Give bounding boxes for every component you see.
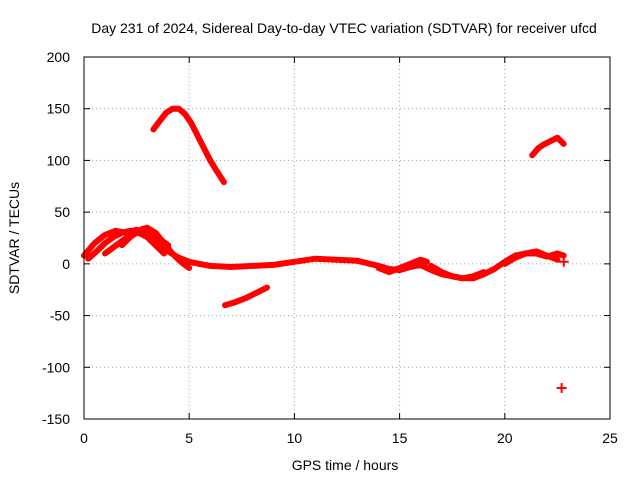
arc-late-low — [501, 248, 561, 267]
y-axis-label: SDTVAR / TECUs — [6, 182, 22, 294]
arc-negative — [222, 284, 270, 309]
axis-ticks — [83, 56, 611, 420]
x-tick-label: 20 — [497, 430, 513, 446]
arc-early-4 — [131, 225, 172, 249]
point-outlier-low — [556, 382, 567, 393]
x-tick-label: 15 — [392, 430, 408, 446]
y-tick-label: 150 — [47, 101, 71, 117]
y-tick-label: 200 — [47, 49, 71, 65]
arc-early-1 — [85, 227, 134, 262]
arc-mid-2 — [428, 262, 487, 282]
arc-high-peak — [150, 105, 227, 186]
point-late-zero — [558, 256, 569, 267]
data-tracks — [81, 105, 567, 309]
y-tick-label: 100 — [47, 152, 71, 168]
x-tick-labels: 0 5 10 15 20 25 — [80, 430, 618, 446]
y-tick-label: 50 — [54, 204, 70, 220]
y-tick-label: -100 — [42, 359, 70, 375]
x-tick-label: 0 — [80, 430, 88, 446]
y-tick-label: -50 — [50, 308, 70, 324]
x-tick-label: 10 — [287, 430, 303, 446]
data-points — [556, 256, 569, 393]
x-axis-label: GPS time / hours — [292, 457, 399, 473]
y-tick-label: -150 — [42, 411, 70, 427]
y-tick-label: 0 — [62, 256, 70, 272]
arc-mid-1 — [375, 256, 430, 276]
arc-late-high — [529, 134, 567, 159]
y-tick-labels: -150 -100 -50 0 50 100 150 200 — [42, 49, 70, 427]
x-tick-label: 5 — [185, 430, 193, 446]
plot-frame — [83, 56, 611, 420]
chart-title: Day 231 of 2024, Sidereal Day-to-day VTE… — [91, 20, 597, 36]
x-tick-label: 25 — [602, 430, 618, 446]
